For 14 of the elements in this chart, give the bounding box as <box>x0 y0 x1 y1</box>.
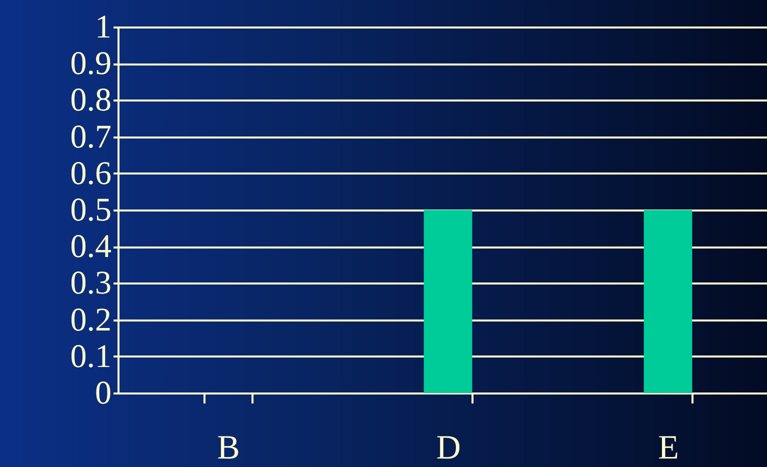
x-tick-label: B <box>217 430 240 466</box>
y-tick-label: 1 <box>95 10 112 46</box>
y-tick-label: 0.7 <box>70 119 112 156</box>
y-tick-label: 0.5 <box>70 192 112 228</box>
y-tick-label: 0.1 <box>70 338 112 375</box>
x-tick-label: D <box>436 430 461 466</box>
y-tick-label: 0.2 <box>70 302 112 338</box>
y-tick-label: 0 <box>95 376 112 412</box>
y-tick-label: 0.4 <box>70 229 112 266</box>
y-tick-label: 0.3 <box>70 266 112 302</box>
y-tick-label: 0.6 <box>70 156 112 192</box>
y-tick-label: 0.9 <box>70 46 112 82</box>
y-tick-label: 0.8 <box>70 82 112 119</box>
x-tick-label: E <box>658 430 679 466</box>
